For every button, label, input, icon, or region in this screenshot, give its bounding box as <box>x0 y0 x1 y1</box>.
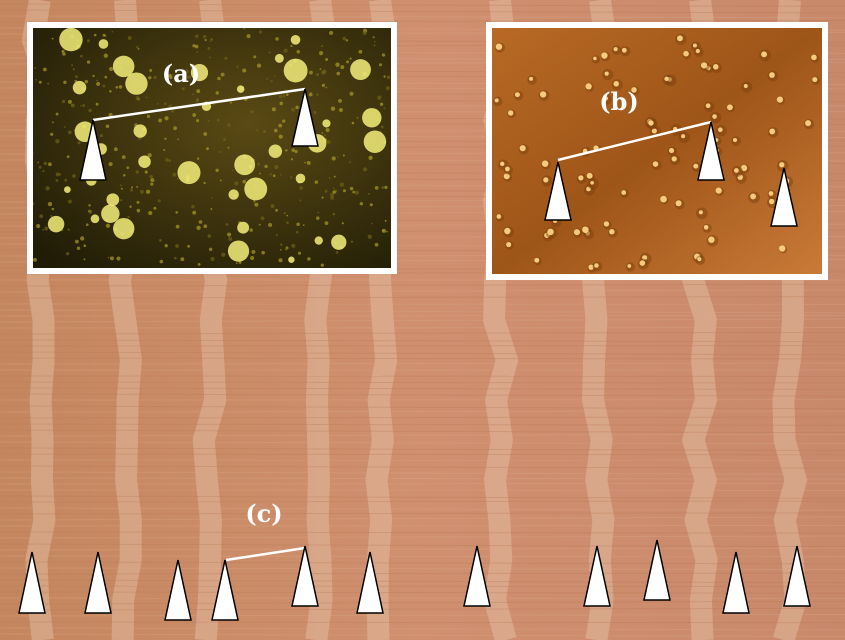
inset-a-marker-2 <box>291 88 319 147</box>
panel-a-label: (a) <box>162 59 200 88</box>
panel-c-marker-11 <box>783 545 811 607</box>
inset-b-marker-3 <box>770 167 798 227</box>
panel-c-marker-7 <box>463 545 491 607</box>
panel-c-marker-3 <box>164 559 192 621</box>
panel-c-marker-10 <box>722 551 750 614</box>
panel-c-ring-width-line <box>225 546 306 562</box>
panel-c-marker-6 <box>356 551 384 614</box>
inset-b-ring-width-line <box>557 120 712 162</box>
panel-c-marker-9 <box>643 539 671 601</box>
inset-b-image <box>492 28 822 274</box>
inset-b-marker-1 <box>544 161 572 221</box>
panel-c-marker-1 <box>18 551 46 614</box>
inset-a-marker-1 <box>79 119 107 181</box>
inset-a-texture <box>33 28 391 267</box>
panel-c-annotations: (c) <box>18 499 811 621</box>
panel-c-marker-4 <box>211 559 239 621</box>
panel-c-marker-2 <box>84 551 112 614</box>
panel-b-label: (b) <box>599 87 639 116</box>
panel-c-label: (c) <box>245 499 282 528</box>
inset-b-marker-2 <box>697 121 725 181</box>
inset-a: (a) <box>27 22 397 274</box>
inset-a-ring-width-line <box>92 87 306 122</box>
panel-c-marker-5 <box>291 545 319 607</box>
panel-c-marker-8 <box>583 545 611 607</box>
inset-b-pores <box>492 33 821 273</box>
inset-b: (b) <box>486 22 828 280</box>
